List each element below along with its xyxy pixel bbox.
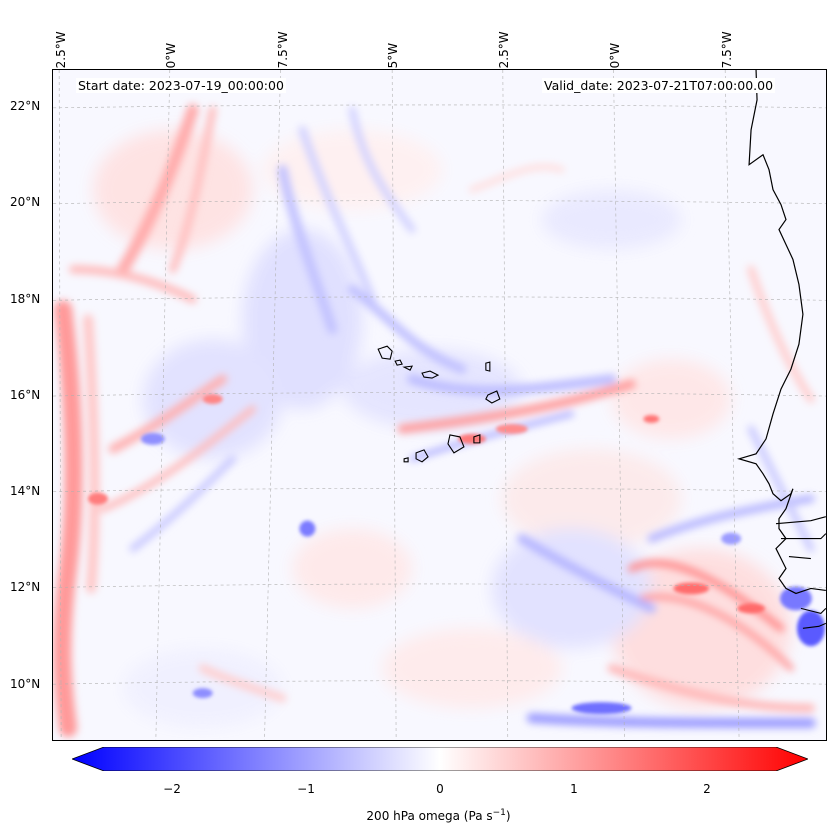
omega-field-map [53, 70, 826, 740]
colorbar-tick-0: 0 [436, 782, 444, 796]
lat-label-12n: 12°N [10, 580, 41, 594]
gridlines [53, 70, 826, 740]
lat-label-14n: 14°N [10, 484, 41, 498]
colorbar-label-exponent: −1 [492, 808, 506, 818]
lat-label-22n: 22°N [10, 99, 41, 113]
lat-label-20n: 20°N [10, 195, 41, 209]
africa-coastline [736, 70, 826, 595]
cape-verde-islands [377, 345, 501, 463]
colorbar-label-text: 200 hPa omega (Pa s [366, 809, 493, 823]
colorbar-tick-minus1: −1 [297, 782, 315, 796]
map-plot-area [52, 69, 827, 741]
valid-date-label: Valid_date: 2023-07-21T07:00:00.00 [542, 78, 776, 93]
lat-label-10n: 10°N [10, 677, 41, 691]
colorbar-tick-1: 1 [570, 782, 578, 796]
colorbar-tick-minus2: −2 [163, 782, 181, 796]
lat-label-16n: 16°N [10, 388, 41, 402]
colorbar-gradient [72, 747, 808, 771]
colorbar-label: 200 hPa omega (Pa s−1) [0, 808, 837, 823]
africa-coastline-estuary [775, 516, 826, 629]
colorbar-label-close: ) [505, 809, 511, 823]
colorbar-tick-2: 2 [703, 782, 711, 796]
start-date-label: Start date: 2023-07-19_00:00:00 [76, 78, 286, 93]
colorbar [72, 747, 808, 771]
lat-label-18n: 18°N [10, 292, 41, 306]
field-filaments [53, 103, 816, 738]
